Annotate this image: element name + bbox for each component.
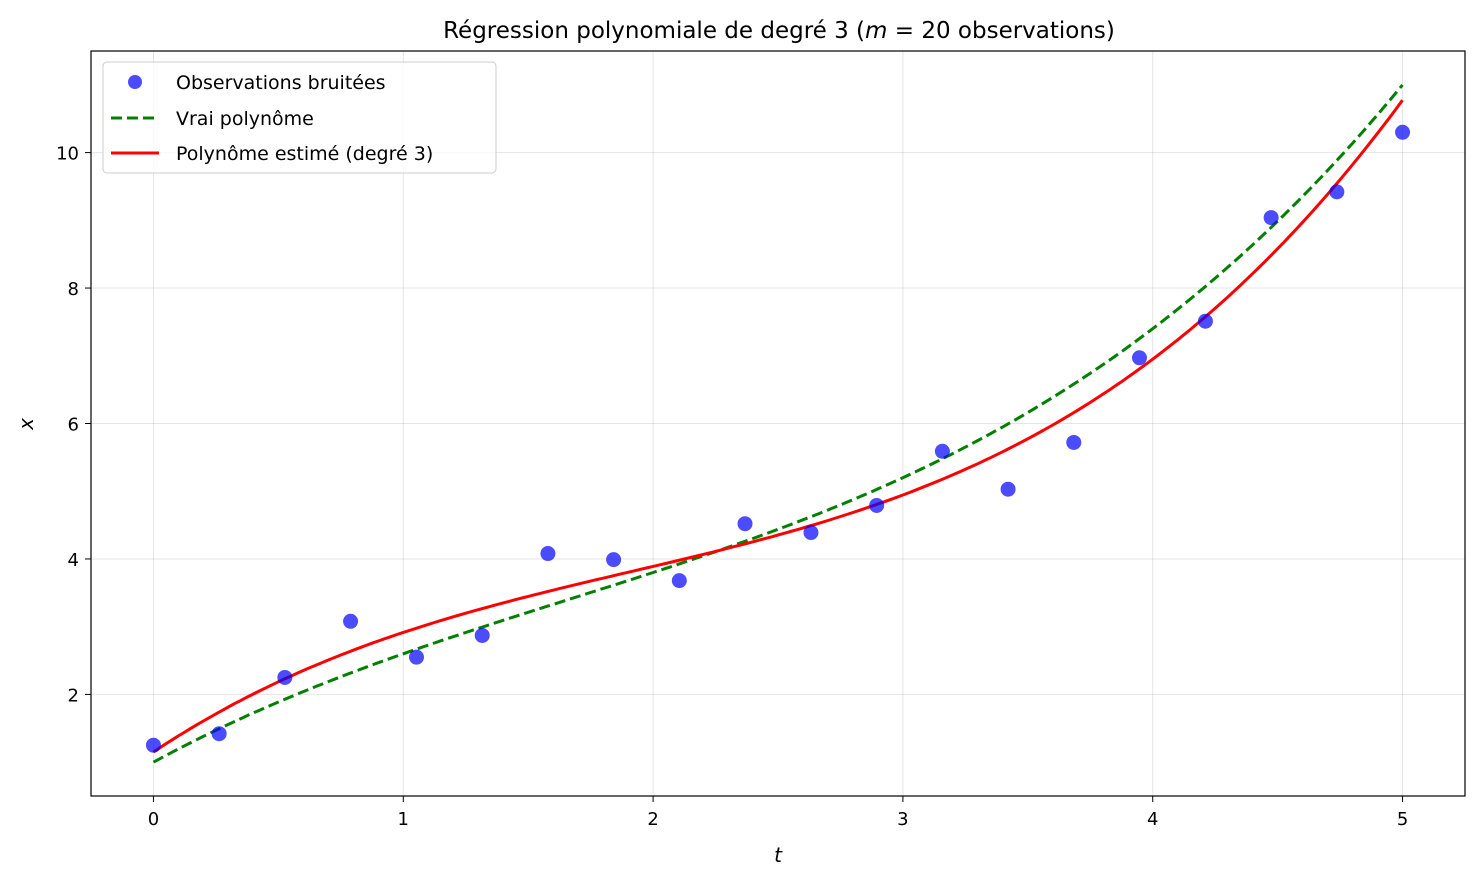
y-tick-label: 2 bbox=[68, 685, 79, 706]
y-tick-label: 10 bbox=[56, 144, 79, 165]
observation-point bbox=[474, 627, 490, 643]
observation-point bbox=[606, 552, 622, 568]
x-tick-label: 1 bbox=[398, 809, 409, 830]
legend-label-fit: Polynôme estimé (degré 3) bbox=[176, 143, 433, 165]
observation-point bbox=[145, 737, 161, 753]
y-tick-label: 8 bbox=[68, 279, 79, 300]
legend-label-true: Vrai polynôme bbox=[176, 108, 314, 130]
data-points bbox=[145, 124, 1411, 753]
x-tick-label: 2 bbox=[647, 809, 658, 830]
observation-point bbox=[1131, 350, 1147, 366]
x-tick-label: 0 bbox=[148, 809, 159, 830]
x-tick-label: 4 bbox=[1147, 809, 1158, 830]
y-axis-label: x bbox=[14, 418, 38, 431]
y-tick-label: 6 bbox=[68, 415, 79, 436]
legend-marker-observations bbox=[128, 75, 142, 89]
x-axis-label: t bbox=[774, 843, 783, 867]
observation-point bbox=[737, 516, 753, 532]
observation-point bbox=[671, 573, 687, 589]
observation-point bbox=[1066, 434, 1082, 450]
observation-point bbox=[869, 497, 885, 513]
observation-point bbox=[211, 726, 227, 742]
curves bbox=[152, 83, 1404, 764]
legend-label-observations: Observations bruitées bbox=[176, 72, 386, 94]
x-tick-label: 3 bbox=[897, 809, 908, 830]
observation-point bbox=[409, 649, 425, 665]
chart-title: Régression polynomiale de degré 3 (m = 2… bbox=[443, 18, 1115, 44]
legend-box bbox=[102, 61, 497, 174]
legend: Observations bruitées Vrai polynôme Poly… bbox=[102, 61, 497, 174]
observation-point bbox=[1263, 210, 1279, 226]
observation-point bbox=[803, 525, 819, 541]
observation-point bbox=[1000, 481, 1016, 497]
observation-point bbox=[343, 613, 359, 629]
y-tick-label: 4 bbox=[68, 550, 79, 571]
true-polynomial-line bbox=[152, 83, 1404, 764]
observation-point bbox=[1197, 313, 1213, 329]
observation-point bbox=[277, 669, 293, 685]
fitted-polynomial-line bbox=[152, 99, 1404, 754]
x-tick-label: 5 bbox=[1397, 809, 1408, 830]
observation-point bbox=[1395, 124, 1411, 140]
observation-point bbox=[1329, 184, 1345, 200]
axis-ticks: 0 1 2 3 4 5 2 4 6 8 10 bbox=[56, 144, 1408, 830]
observation-point bbox=[934, 443, 950, 459]
observation-point bbox=[540, 546, 556, 562]
